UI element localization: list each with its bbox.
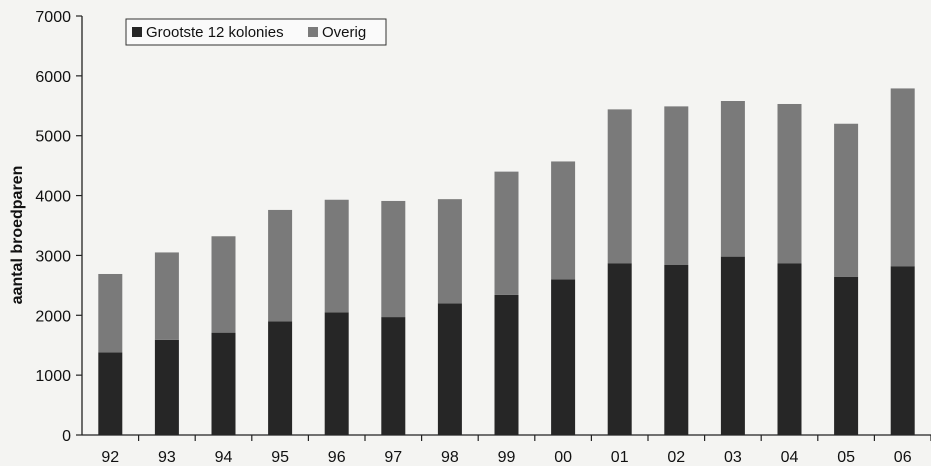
legend-label: Overig xyxy=(322,24,366,41)
bar-segment-grootste-12-kolonies xyxy=(324,312,349,435)
bar-segment-grootste-12-kolonies xyxy=(551,279,576,435)
y-tick-label: 6000 xyxy=(35,69,71,86)
legend-label: Grootste 12 kolonies xyxy=(146,24,284,41)
y-tick-label: 7000 xyxy=(35,9,71,26)
x-tick-label: 06 xyxy=(894,449,912,466)
bar-segment-overig xyxy=(381,200,406,318)
bar-segment-overig xyxy=(268,209,293,322)
bar-segment-grootste-12-kolonies xyxy=(607,263,632,435)
y-tick-label: 4000 xyxy=(35,189,71,206)
bar-segment-overig xyxy=(154,252,179,340)
y-axis-label: aantal broedparen xyxy=(9,166,26,305)
bars xyxy=(98,88,915,435)
bar-segment-grootste-12-kolonies xyxy=(268,321,293,435)
legend-swatch xyxy=(308,27,318,37)
x-tick-label: 05 xyxy=(837,449,855,466)
bar-segment-grootste-12-kolonies xyxy=(664,265,689,435)
x-tick-label: 97 xyxy=(384,449,402,466)
bar-segment-grootste-12-kolonies xyxy=(494,294,519,435)
y-tick-label: 2000 xyxy=(35,308,71,325)
x-tick-label: 98 xyxy=(441,449,459,466)
bar-segment-grootste-12-kolonies xyxy=(98,352,123,435)
y-tick-label: 1000 xyxy=(35,368,71,385)
legend: Grootste 12 kolonies Overig xyxy=(125,18,387,46)
x-tick-label: 01 xyxy=(611,449,629,466)
bar-segment-overig xyxy=(98,273,123,353)
x-tick-label: 95 xyxy=(271,449,289,466)
y-tick-label: 5000 xyxy=(35,129,71,146)
bar-segment-overig xyxy=(324,199,349,313)
x-tick-label: 94 xyxy=(215,449,233,466)
x-tick-label: 00 xyxy=(554,449,572,466)
bar-segment-overig xyxy=(777,103,802,264)
x-tick-label: 93 xyxy=(158,449,176,466)
x-tick-label: 02 xyxy=(667,449,685,466)
legend-swatch xyxy=(132,27,142,37)
bar-segment-overig xyxy=(664,106,689,266)
x-tick-label: 99 xyxy=(498,449,516,466)
bar-segment-grootste-12-kolonies xyxy=(211,332,236,435)
bar-segment-grootste-12-kolonies xyxy=(154,339,179,435)
x-tick-label: 04 xyxy=(781,449,799,466)
bar-segment-grootste-12-kolonies xyxy=(381,317,406,435)
x-tick-label: 96 xyxy=(328,449,346,466)
y-tick-label: 0 xyxy=(62,428,71,445)
x-axis: 92 93 94 95 96 97 98 99 00 01 02 03 04 05 06 xyxy=(82,434,931,466)
y-tick-label: 3000 xyxy=(35,248,71,265)
y-axis: 0 1000 2000 3000 4000 5000 6000 7000 xyxy=(35,9,83,445)
bar-segment-grootste-12-kolonies xyxy=(777,263,802,435)
legend-box xyxy=(125,18,387,46)
bar-segment-overig xyxy=(890,88,915,267)
bar-segment-overig xyxy=(834,123,859,277)
bar-segment-grootste-12-kolonies xyxy=(720,256,745,435)
bar-segment-overig xyxy=(551,161,576,280)
x-tick-label: 03 xyxy=(724,449,742,466)
bar-segment-overig xyxy=(607,109,632,264)
bar-segment-grootste-12-kolonies xyxy=(834,276,859,435)
bar-segment-overig xyxy=(211,236,236,333)
bar-segment-overig xyxy=(494,171,519,295)
bar-segment-grootste-12-kolonies xyxy=(437,303,462,435)
bar-segment-grootste-12-kolonies xyxy=(890,266,915,435)
x-tick-label: 92 xyxy=(101,449,119,466)
bar-segment-overig xyxy=(437,199,462,304)
bar-segment-overig xyxy=(720,100,745,257)
